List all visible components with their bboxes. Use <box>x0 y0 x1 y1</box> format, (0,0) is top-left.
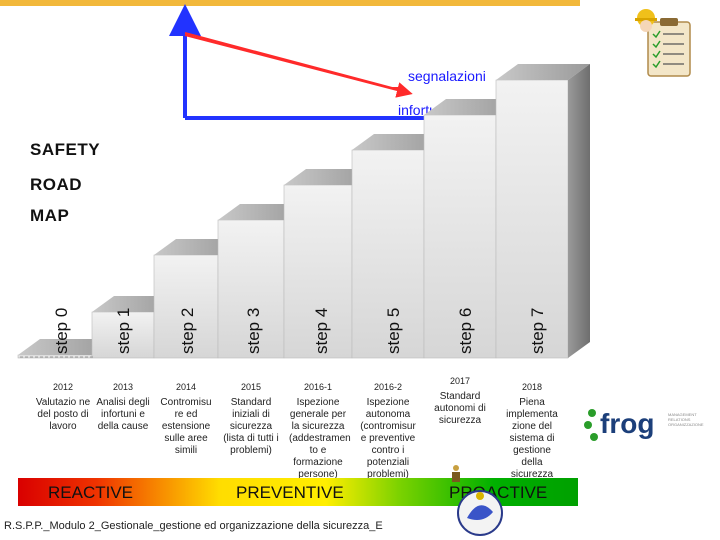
red-arrow-line <box>184 34 413 98</box>
step-label-3: step 3 <box>244 307 263 354</box>
step-text-2: Contromisu re ed estensione sulle aree s… <box>160 396 212 456</box>
step-text-7: Piena implementa zione del sistema di ge… <box>506 396 558 480</box>
step-block-0-top <box>18 339 114 355</box>
step-text-0: Valutazio ne del posto di lavoro <box>35 396 91 432</box>
step-year-2: 2014 <box>175 382 197 392</box>
step-text-4: Ispezione generale per la sicurezza (add… <box>289 396 351 480</box>
step-label-7: step 7 <box>528 307 547 354</box>
preventive-label: PREVENTIVE <box>236 483 344 502</box>
company-logo-icon <box>584 409 598 441</box>
emblem-icon <box>457 490 503 536</box>
step-year-0: 2012 <box>52 382 74 392</box>
step-text-1: Analisi degli infortuni e della cause <box>96 396 150 432</box>
step-year-7: 2018 <box>521 382 543 392</box>
step-year-6: 2017 <box>449 376 471 386</box>
step-desc-5: 2016-2 Ispezione autonoma (contromisur e … <box>359 382 417 481</box>
step-block-3-face <box>217 219 285 359</box>
title-road: ROAD <box>30 175 83 194</box>
step-desc-0: 2012 Valutazio ne del posto di lavoro <box>34 382 92 433</box>
step-label-2: step 2 <box>178 307 197 354</box>
footer-text: R.S.P.P._Modulo 2_Gestionale_gestione ed… <box>4 520 383 532</box>
step-text-3: Standard iniziali di sicurezza (lista di… <box>223 396 279 456</box>
step-label-1: step 1 <box>114 307 133 354</box>
step-label-6: step 6 <box>456 307 475 354</box>
title-map: MAP <box>30 206 70 225</box>
step-block-7-side <box>568 64 590 358</box>
step-block-7-top <box>496 64 590 80</box>
frog-logo: frog <box>600 408 655 439</box>
step-desc-6: 2017 Standard autonomi di sicurezza <box>431 376 489 427</box>
step-block-1-face <box>91 311 155 359</box>
step-year-1: 2013 <box>112 382 134 392</box>
step-year-4: 2016-1 <box>303 382 333 392</box>
step-text-6: Standard autonomi di sicurezza <box>434 390 486 426</box>
step-block-2-face <box>153 254 219 359</box>
step-desc-3: 2015 Standard iniziali di sicurezza (list… <box>222 382 280 457</box>
step-desc-4: 2016-1 Ispezione generale per la sicurezz… <box>289 382 351 481</box>
step-desc-7: 2018 Piena implementa zione del sistema d… <box>503 382 561 481</box>
step-year-3: 2015 <box>240 382 262 392</box>
step-block-4-top <box>284 169 374 185</box>
step-text-5: Ispezione autonoma (contromisur e preven… <box>360 396 416 480</box>
step-label-5: step 5 <box>384 307 403 354</box>
top-accent-bar <box>0 0 580 6</box>
title-safety: SAFETY <box>30 140 101 159</box>
step-desc-1: 2013 Analisi degli infortuni e della caus… <box>94 382 152 433</box>
person-icon <box>452 465 460 482</box>
reactive-label: REACTIVE <box>48 483 134 502</box>
frog-logo-subtext: MANAGEMENT RELATIONS ORGANIZZAZIONE <box>668 412 704 427</box>
step-block-5-top <box>352 134 446 150</box>
checklist-worker-icon <box>635 9 691 77</box>
step-label-4: step 4 <box>312 307 331 354</box>
step-block-6-top <box>424 99 518 115</box>
step-year-5: 2016-2 <box>373 382 403 392</box>
step-desc-2: 2014 Contromisu re ed estensione sulle ar… <box>157 382 215 457</box>
step-block-7-face <box>495 79 569 359</box>
segnalazioni-label: segnalazioni <box>408 68 486 84</box>
step-label-0: step 0 <box>52 307 71 354</box>
